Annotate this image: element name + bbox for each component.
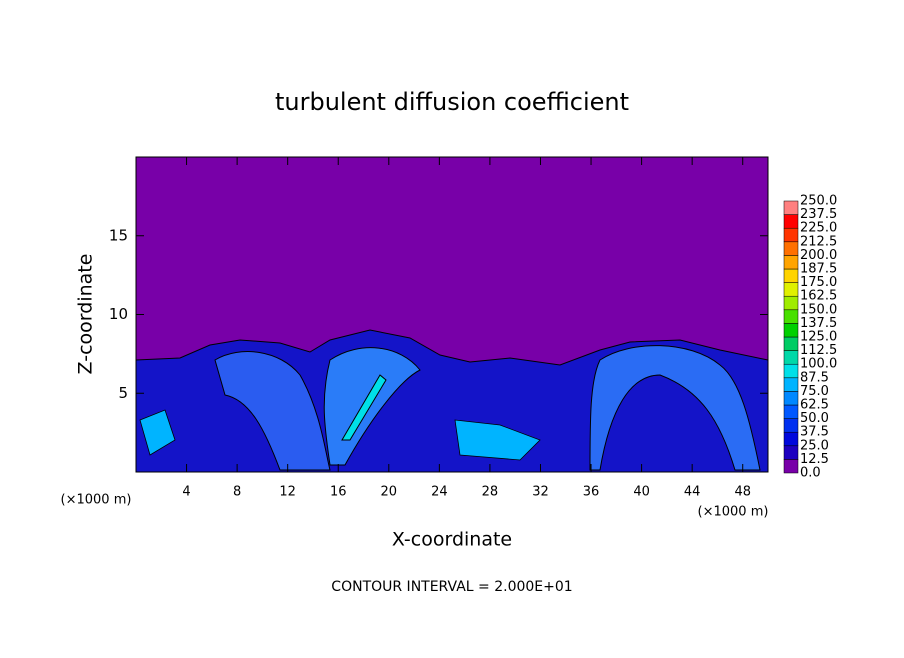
colorbar-swatch <box>783 295 799 311</box>
x-tick-label: 32 <box>532 485 549 500</box>
colorbar-swatch <box>783 268 799 283</box>
colorbar-label: 100.0 <box>800 357 837 372</box>
x-tick-label: 36 <box>583 485 600 500</box>
field <box>135 157 769 473</box>
x-tick-label: 44 <box>684 485 701 500</box>
colorbar-label: 75.0 <box>800 384 829 399</box>
colorbar-label: 12.5 <box>800 452 829 467</box>
colorbar-label: 37.5 <box>800 425 829 440</box>
colorbar-swatch <box>783 350 799 365</box>
field-plume <box>214 351 331 471</box>
colorbar-swatch <box>783 214 799 229</box>
colorbar-swatch <box>783 363 799 379</box>
field-streak <box>139 409 176 456</box>
x-tick-label: 20 <box>381 485 398 500</box>
x-tick-label: 8 <box>233 485 241 500</box>
colorbar-label: 0.0 <box>800 466 821 481</box>
x-tick-label: 28 <box>482 485 499 500</box>
colorbar-swatch <box>783 227 799 243</box>
y-axis-label: Z-coordinate <box>75 254 97 375</box>
colorbar-swatch <box>783 336 799 351</box>
field-plume <box>589 345 761 471</box>
chart-title: turbulent diffusion coefficient <box>275 88 629 116</box>
colorbar-swatch <box>783 431 799 447</box>
colorbar-swatch <box>783 255 799 270</box>
colorbar-label: 25.0 <box>800 438 829 453</box>
footer-note: CONTOUR INTERVAL = 2.000E+01 <box>331 579 572 595</box>
colorbar-label: 212.5 <box>800 234 837 249</box>
colorbar-label: 62.5 <box>800 398 829 413</box>
colorbar-swatch <box>783 241 799 256</box>
colorbar-label: 87.5 <box>800 370 829 385</box>
x-unit: (×1000 m) <box>698 505 769 520</box>
colorbar-label: 150.0 <box>800 302 837 317</box>
y-unit: (×1000 m) <box>61 493 132 508</box>
x-tick-label: 40 <box>633 485 650 500</box>
colorbar-swatch <box>783 323 799 338</box>
colorbar-swatch <box>783 282 799 297</box>
colorbar-label: 250.0 <box>800 194 837 209</box>
x-tick-label: 4 <box>182 485 190 500</box>
colorbar-label: 200.0 <box>800 248 837 263</box>
colorbar-swatch <box>783 459 799 474</box>
colorbar-swatch <box>783 377 799 392</box>
colorbar-label: 187.5 <box>800 262 837 277</box>
x-tick-label: 16 <box>330 485 347 500</box>
colorbar-label: 112.5 <box>800 343 837 358</box>
colorbar-label: 137.5 <box>800 316 837 331</box>
y-tick-label: 10 <box>109 305 128 323</box>
x-tick-label: 24 <box>431 485 448 500</box>
colorbar-label: 50.0 <box>800 411 829 426</box>
colorbar-swatch <box>783 445 799 460</box>
colorbar-swatch <box>783 309 799 324</box>
colorbar-swatch <box>783 404 799 419</box>
colorbar-label: 162.5 <box>800 289 837 304</box>
colorbar-label: 175.0 <box>800 275 837 290</box>
colorbar-swatch <box>783 391 799 406</box>
x-axis-label: X-coordinate <box>392 529 512 551</box>
field-streak <box>341 374 387 441</box>
field-streak <box>454 419 541 461</box>
y-tick-label: 15 <box>109 226 128 244</box>
x-tick-label: 48 <box>734 485 751 500</box>
x-tick-label: 12 <box>279 485 296 500</box>
colorbar-label: 237.5 <box>800 207 837 222</box>
colorbar-swatch <box>783 418 799 433</box>
y-tick-label: 5 <box>118 384 128 402</box>
colorbar-label: 225.0 <box>800 221 837 236</box>
colorbar-label: 125.0 <box>800 330 837 345</box>
colorbar-swatch <box>783 200 799 215</box>
